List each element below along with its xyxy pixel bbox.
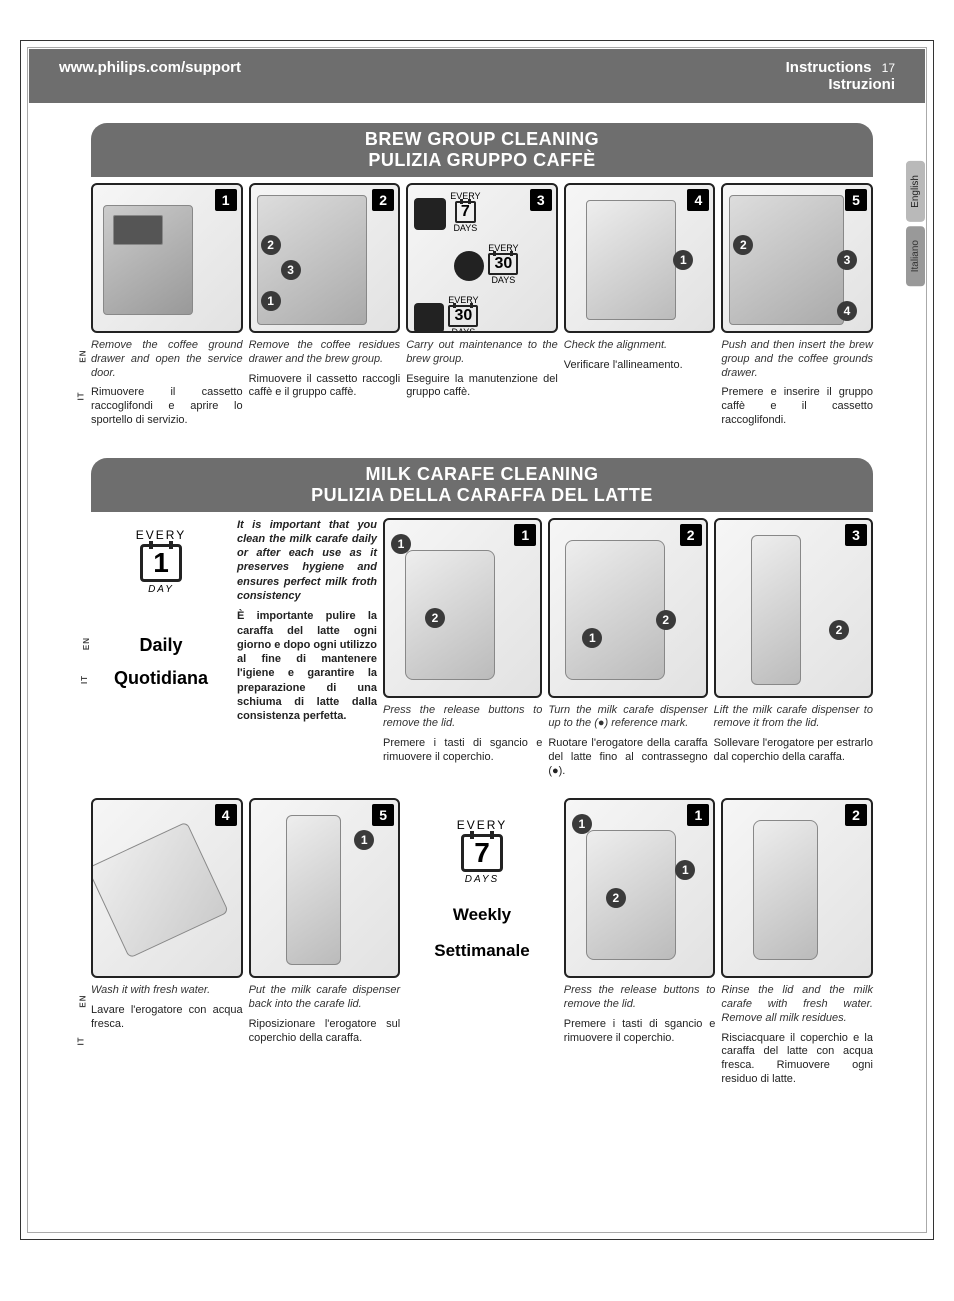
header-title-en: Instructions <box>786 59 872 76</box>
s1-cap-5: Push and then insert the brew group and … <box>721 339 873 428</box>
s1-cap-1: EN IT Remove the coffee ground drawer an… <box>91 339 243 428</box>
s1-step-3: 3 EVERY 7 DAYS <box>406 183 558 428</box>
weekly-col: EVERY 7 DAYS Weekly Settimanale <box>406 798 558 961</box>
m1-step-2: 2 1 2 Turn the milk carafe dispenser up … <box>548 518 707 779</box>
badge-7: EVERY 7 DAYS <box>450 191 480 233</box>
s1-step-2: 2 1 2 3 Remove the coffee residues drawe… <box>249 183 401 428</box>
s1-illus-3: 3 EVERY 7 DAYS <box>406 183 558 333</box>
header-url: www.philips.com/support <box>59 59 241 93</box>
manual-page: www.philips.com/support Instructions 17 … <box>20 40 934 1240</box>
s1-cap-3: Carry out maintenance to the brew group.… <box>406 339 558 400</box>
every-1-day: EVERY 1 DAY <box>136 528 186 595</box>
tab-english: English <box>906 161 925 222</box>
milk-daily-col: EVERY 1 DAY EN IT Daily Quotidiana <box>91 518 231 689</box>
section1-title-en: BREW GROUP CLEANING <box>365 129 599 149</box>
s1-illus-4: 4 1 <box>564 183 716 333</box>
s1-step-4: 4 1 Check the alignment. Verificare l'al… <box>564 183 716 428</box>
section2-title-it: PULIZIA DELLA CARAFFA DEL LATTE <box>91 485 873 506</box>
s1-cap-4: Check the alignment. Verificare l'alline… <box>564 339 716 373</box>
m1-step-3: 3 2 Lift the milk carafe dispenser to re… <box>714 518 873 765</box>
section1-title-it: PULIZIA GRUPPO CAFFÈ <box>91 150 873 171</box>
s1-illus-1: 1 <box>91 183 243 333</box>
header-title-it: Istruzioni <box>828 76 895 93</box>
tab-italiano: Italiano <box>906 226 925 286</box>
daily-labels: EN IT Daily Quotidiana <box>114 635 208 689</box>
page-content: BREW GROUP CLEANING PULIZIA GRUPPO CAFFÈ… <box>21 103 933 1117</box>
step-num: 2 <box>372 189 394 211</box>
step-num: 4 <box>687 189 709 211</box>
s1-illus-2: 2 1 2 3 <box>249 183 401 333</box>
step-num: 5 <box>845 189 867 211</box>
m1-step-1: 1 1 2 Press the release buttons to remov… <box>383 518 542 765</box>
page-number: 17 <box>882 61 895 75</box>
m2b-step-1: 1 1 1 2 Press the release buttons to rem… <box>564 798 716 1045</box>
m2-step-5: 5 1 Put the milk carafe dispenser back i… <box>249 798 401 1045</box>
badge-30a: EVERY 30 DAYS <box>488 243 518 285</box>
every-7-days: EVERY 7 DAYS <box>457 818 507 885</box>
step-num: 3 <box>530 189 552 211</box>
section2-title: MILK CARAFE CLEANING PULIZIA DELLA CARAF… <box>91 458 873 512</box>
s1-step-1: 1 EN IT Remove the coffee ground drawer … <box>91 183 243 428</box>
page-header: www.philips.com/support Instructions 17 … <box>29 49 925 103</box>
m2b-step-2: 2 Rinse the lid and the milk carafe with… <box>721 798 873 1086</box>
s1-step-5: 5 2 3 4 Push and then insert the brew gr… <box>721 183 873 428</box>
badge-30b: EVERY 30 DAYS <box>448 295 478 333</box>
header-titles: Instructions 17 Istruzioni <box>786 59 895 93</box>
section2: MILK CARAFE CLEANING PULIZIA DELLA CARAF… <box>91 458 873 1087</box>
s1-illus-5: 5 2 3 4 <box>721 183 873 333</box>
section1-steps: 1 EN IT Remove the coffee ground drawer … <box>91 183 873 428</box>
milk-intro: It is important that you clean the milk … <box>237 518 377 724</box>
section1-title: BREW GROUP CLEANING PULIZIA GRUPPO CAFFÈ <box>91 123 873 177</box>
section2-title-en: MILK CARAFE CLEANING <box>366 464 599 484</box>
language-tabs: English Italiano <box>906 161 925 286</box>
step-num: 1 <box>215 189 237 211</box>
m2-step-4: 4 EN IT Wash it with fresh water. Lavare… <box>91 798 243 1031</box>
s1-cap-2: Remove the coffee residues drawer and th… <box>249 339 401 400</box>
milk-row-2: 4 EN IT Wash it with fresh water. Lavare… <box>91 798 873 1086</box>
milk-row-1: EVERY 1 DAY EN IT Daily Quotidiana It is… <box>91 518 873 779</box>
